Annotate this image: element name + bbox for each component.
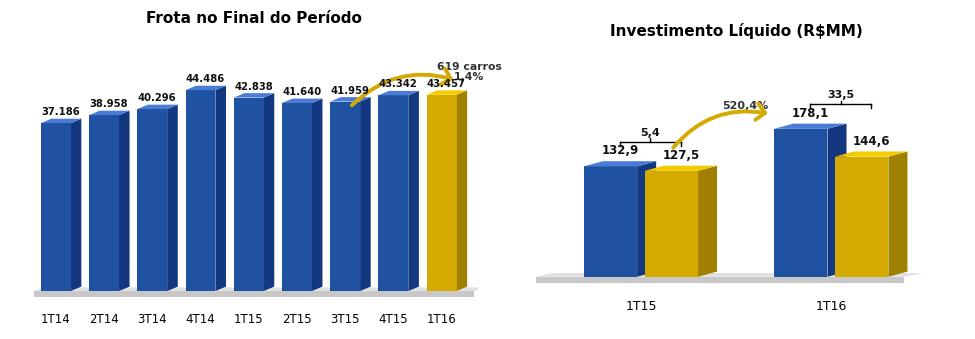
Polygon shape (534, 273, 922, 277)
FancyArrowPatch shape (352, 68, 450, 105)
Polygon shape (409, 91, 419, 291)
Bar (427, 95, 456, 291)
Text: 520,4%: 520,4% (722, 101, 768, 111)
Polygon shape (71, 119, 81, 291)
Polygon shape (137, 105, 177, 109)
Text: 127,5: 127,5 (662, 149, 699, 162)
Polygon shape (234, 93, 274, 98)
Bar (644, 171, 698, 277)
Polygon shape (644, 166, 717, 171)
Text: 132,9: 132,9 (602, 144, 639, 158)
Text: 43.457: 43.457 (427, 79, 466, 89)
Polygon shape (33, 287, 485, 291)
Polygon shape (456, 91, 467, 291)
Bar (331, 102, 360, 291)
Polygon shape (378, 91, 419, 95)
Polygon shape (215, 86, 226, 291)
Polygon shape (774, 124, 846, 129)
Bar (234, 98, 263, 291)
Title: Investimento Líquido (R$MM): Investimento Líquido (R$MM) (609, 23, 863, 39)
Text: 178,1: 178,1 (792, 107, 829, 120)
Polygon shape (119, 111, 130, 291)
Text: 40.296: 40.296 (137, 93, 176, 103)
Polygon shape (828, 124, 846, 277)
Text: 41.959: 41.959 (331, 85, 370, 96)
Bar (185, 90, 215, 291)
Bar (137, 109, 167, 291)
Polygon shape (637, 161, 656, 277)
Polygon shape (836, 152, 908, 157)
Bar (33, 291, 475, 297)
Polygon shape (263, 93, 274, 291)
Polygon shape (89, 111, 130, 115)
Bar (378, 95, 409, 291)
FancyArrowPatch shape (673, 103, 765, 148)
Polygon shape (888, 152, 908, 277)
Polygon shape (331, 97, 370, 102)
Text: 43.342: 43.342 (378, 79, 417, 89)
Title: Frota no Final do Período: Frota no Final do Período (145, 11, 362, 26)
Bar (41, 123, 71, 291)
Text: 1,4%: 1,4% (454, 72, 485, 82)
Polygon shape (312, 99, 323, 291)
Text: 37.186: 37.186 (41, 107, 80, 117)
Text: 42.838: 42.838 (234, 82, 273, 92)
Polygon shape (167, 105, 177, 291)
Text: 5,4: 5,4 (641, 127, 660, 138)
Text: 38.958: 38.958 (90, 99, 128, 109)
Polygon shape (698, 166, 717, 277)
Text: 619 carros: 619 carros (437, 62, 501, 72)
Bar (836, 157, 888, 277)
Bar (584, 166, 637, 277)
Bar (774, 129, 828, 277)
Polygon shape (584, 161, 656, 166)
Text: 144,6: 144,6 (852, 135, 890, 148)
Polygon shape (185, 86, 226, 90)
Bar (282, 103, 312, 291)
Polygon shape (41, 119, 81, 123)
Bar (534, 277, 904, 283)
Polygon shape (282, 99, 323, 103)
Bar (89, 115, 119, 291)
Text: 44.486: 44.486 (185, 74, 225, 84)
Polygon shape (360, 97, 370, 291)
Text: 33,5: 33,5 (827, 90, 854, 100)
Polygon shape (427, 91, 467, 95)
Text: 41.640: 41.640 (282, 87, 321, 97)
